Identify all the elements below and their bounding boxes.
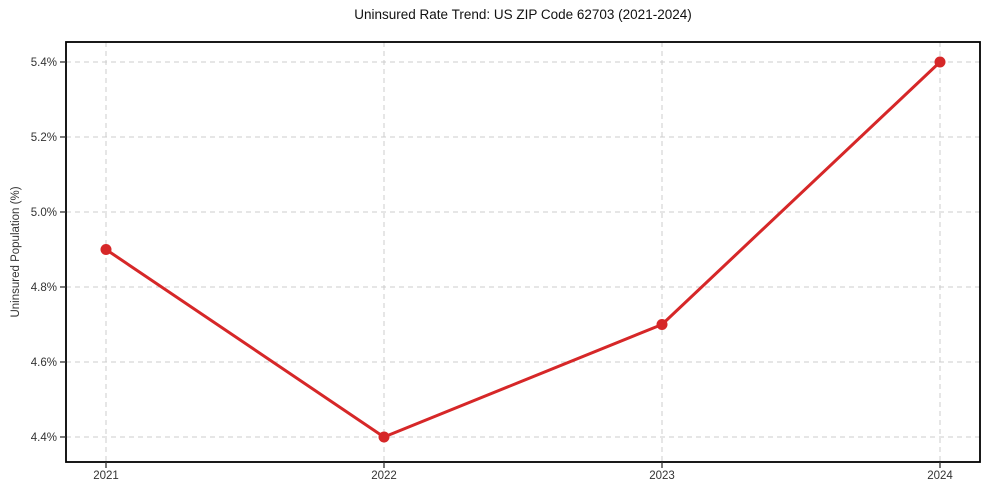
data-point-2024 xyxy=(934,56,946,68)
y-tick-label: 5.4% xyxy=(31,57,57,69)
x-tick-label: 2021 xyxy=(93,470,119,482)
data-point-2022 xyxy=(378,431,390,443)
data-point-2023 xyxy=(656,318,668,330)
x-tick-label: 2022 xyxy=(371,470,397,482)
y-tick-label: 5.2% xyxy=(31,132,57,144)
x-tick-label: 2024 xyxy=(927,470,953,482)
trend-line xyxy=(104,60,942,439)
chart-title: Uninsured Rate Trend: US ZIP Code 62703 … xyxy=(354,7,692,22)
y-tick-label: 4.6% xyxy=(31,357,57,369)
y-tick-label: 5.0% xyxy=(31,207,57,219)
y-tick-label: 4.4% xyxy=(31,432,57,444)
y-tick-label: 4.8% xyxy=(31,282,57,294)
x-tick-label: 2023 xyxy=(649,470,675,482)
axis-frame xyxy=(65,41,981,463)
data-point-2021 xyxy=(100,243,112,255)
